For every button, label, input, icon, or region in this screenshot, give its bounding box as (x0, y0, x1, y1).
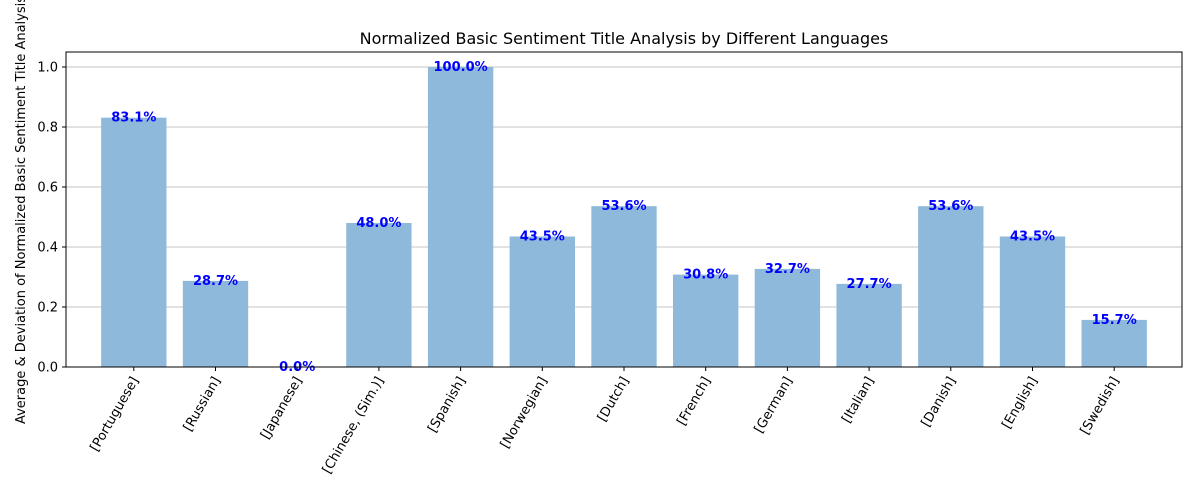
bar-value-label: 48.0% (356, 216, 401, 231)
x-axis: [Portuguese] [Russian] [Japanese] [Chinese,… (88, 367, 1123, 477)
bar (918, 206, 984, 367)
bar-value-label: 30.8% (683, 268, 728, 283)
y-tick-label: 0.8 (37, 121, 58, 136)
x-tick-label: [Portuguese] (88, 375, 143, 455)
bar (427, 67, 494, 367)
y-tick-label: 0.4 (37, 241, 58, 256)
bar-value-label: 43.5% (520, 230, 565, 245)
y-tick-label: 0.2 (37, 301, 58, 316)
bar (101, 117, 167, 367)
x-tick-label: [Spanish] (425, 375, 469, 436)
bar (673, 274, 739, 367)
x-tick-label: [Russian] (181, 375, 224, 435)
bar (591, 206, 657, 367)
bar (999, 236, 1066, 367)
bar (182, 280, 249, 367)
x-tick-label: [German] (752, 375, 796, 436)
bar-value-label: 15.7% (1092, 313, 1137, 328)
x-tick-label: [Norwegian] (498, 375, 551, 452)
chart-title: Normalized Basic Sentiment Title Analysi… (360, 29, 889, 48)
bar-value-label: 43.5% (1010, 230, 1055, 245)
bar (346, 223, 412, 367)
x-tick-label: [French] (674, 375, 714, 429)
y-axis: 0.0 0.2 0.4 0.6 0.8 1.0 (37, 61, 66, 376)
y-axis-label: Average & Deviation of Normalized Basic … (14, 0, 29, 424)
bar (1081, 319, 1147, 367)
x-tick-label: [Chinese, (Sim.)] (320, 375, 388, 477)
bar-value-label: 28.7% (193, 274, 238, 289)
bar-value-label: 27.7% (847, 277, 892, 292)
y-tick-label: 0.0 (37, 361, 58, 376)
x-tick-label: [Italian] (839, 375, 877, 426)
x-tick-label: [Japanese] (258, 375, 306, 442)
x-tick-label: [Danish] (919, 375, 959, 430)
bar-value-label: 100.0% (434, 60, 488, 75)
bar (754, 268, 821, 367)
x-tick-label: [Swedish] (1078, 375, 1123, 438)
bar-value-label: 53.6% (928, 199, 973, 214)
x-tick-label: [Dutch] (595, 375, 632, 425)
y-tick-label: 0.6 (37, 181, 58, 196)
bar-value-label: 83.1% (111, 111, 156, 126)
bars-layer (101, 67, 1147, 367)
y-tick-label: 1.0 (37, 61, 58, 76)
bar-value-label: 32.7% (765, 262, 810, 277)
x-tick-label: [English] (999, 375, 1041, 432)
bar (836, 283, 902, 367)
bar (509, 236, 575, 367)
bar-value-label: 53.6% (601, 199, 646, 214)
